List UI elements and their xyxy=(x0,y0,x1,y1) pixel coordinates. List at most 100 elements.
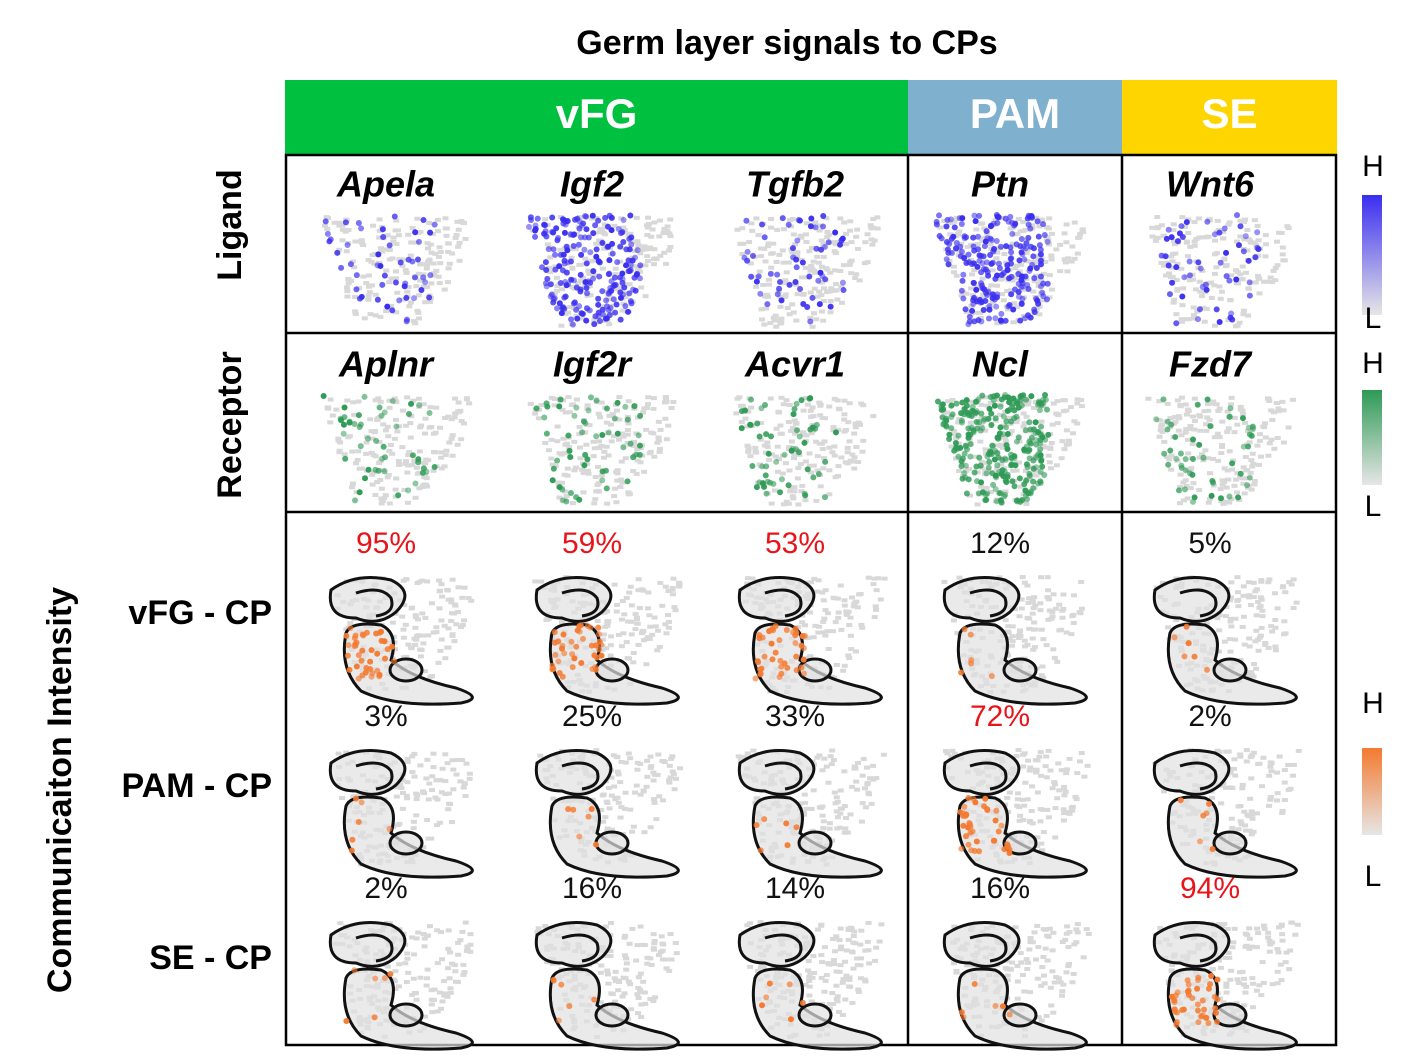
expr-dot xyxy=(1031,306,1038,313)
cell-dot xyxy=(618,644,625,649)
cell-dot xyxy=(853,234,860,239)
cell-dot xyxy=(816,400,823,405)
cell-dot xyxy=(451,602,458,607)
cell-dot xyxy=(455,244,462,249)
cell-dot xyxy=(1165,625,1172,630)
cell-dot xyxy=(640,629,647,634)
cell-dot xyxy=(964,244,971,249)
cell-dot xyxy=(656,234,663,239)
comm-dot xyxy=(576,623,583,630)
expr-dot xyxy=(809,294,816,301)
expr-dot xyxy=(381,272,388,279)
cell-dot xyxy=(430,468,437,473)
ligand-name: Igf2 xyxy=(560,164,624,205)
expr-dot xyxy=(952,439,959,446)
cell-dot xyxy=(978,402,985,407)
cell-dot xyxy=(651,257,658,262)
cell-dot xyxy=(562,311,569,316)
expr-dot xyxy=(993,212,1000,219)
expr-dot xyxy=(1181,274,1188,281)
cell-dot xyxy=(409,463,416,468)
expr-dot xyxy=(576,303,583,310)
expr-dot xyxy=(1037,273,1044,280)
cell-dot xyxy=(826,826,833,831)
cell-dot xyxy=(1242,828,1249,833)
comm-dot xyxy=(768,640,775,647)
cell-dot xyxy=(1239,277,1246,282)
cell-dot xyxy=(809,324,816,329)
region-outline xyxy=(1002,657,1038,683)
cell-dot xyxy=(392,417,399,422)
cell-dot xyxy=(1183,484,1190,489)
cell-dot xyxy=(1265,396,1272,401)
comm-dot xyxy=(559,645,566,652)
region-outline xyxy=(342,622,474,706)
cell-dot xyxy=(657,580,664,585)
expr-dot xyxy=(624,478,631,485)
expr-dot xyxy=(627,298,634,305)
region-outline xyxy=(1166,622,1298,706)
cell-dot xyxy=(988,283,995,288)
cell-dot xyxy=(795,466,802,471)
cell-dot xyxy=(569,265,576,270)
cell-dot xyxy=(414,471,421,476)
cell-dot xyxy=(1206,471,1213,476)
cell-dot xyxy=(1246,644,1253,649)
cell-dot xyxy=(809,267,816,272)
cell-dot xyxy=(634,760,641,765)
cell-dot xyxy=(436,820,443,825)
receptor-name: Igf2r xyxy=(553,344,633,385)
cell-dot xyxy=(842,460,849,465)
cell-dot xyxy=(1017,229,1024,234)
expr-dot xyxy=(1008,273,1015,280)
cell-dot xyxy=(1000,276,1007,281)
cell-dot xyxy=(953,215,960,220)
cell-dot xyxy=(762,294,769,299)
cell-dot xyxy=(1233,477,1240,482)
cell-dot xyxy=(1048,441,1055,446)
cell-dot xyxy=(413,997,420,1002)
cell-dot xyxy=(1237,752,1244,757)
cell-dot xyxy=(857,592,864,597)
cell-dot xyxy=(1161,439,1168,444)
expr-dot xyxy=(355,220,362,227)
cell-dot xyxy=(547,270,554,275)
cell-dot xyxy=(640,410,647,415)
receptor-plot xyxy=(1145,395,1296,506)
cell-dot xyxy=(1063,428,1070,433)
cell-dot xyxy=(395,459,402,464)
cell-dot xyxy=(817,413,824,418)
cell-dot xyxy=(826,821,833,826)
expr-dot xyxy=(948,402,955,409)
region-outline xyxy=(751,622,883,706)
cell-dot xyxy=(360,243,367,248)
cell-dot xyxy=(1037,773,1044,778)
cell-dot xyxy=(593,216,600,221)
comm-dot xyxy=(968,657,975,664)
cell-dot xyxy=(1063,771,1070,776)
expr-dot xyxy=(1042,392,1049,399)
cell-dot xyxy=(787,218,794,223)
expr-dot xyxy=(945,261,952,268)
cell-dot xyxy=(619,599,626,604)
expr-dot xyxy=(389,307,396,314)
cell-dot xyxy=(427,405,434,410)
expr-dot xyxy=(614,399,621,406)
cell-dot xyxy=(846,623,853,628)
cell-dot xyxy=(1279,808,1286,813)
cell-dot xyxy=(347,621,354,626)
comm-dot xyxy=(358,799,365,806)
cell-dot xyxy=(958,241,965,246)
cell-dot xyxy=(411,636,418,641)
cell-dot xyxy=(1066,811,1073,816)
expr-dot xyxy=(994,219,1001,226)
cell-dot xyxy=(808,431,815,436)
cell-dot xyxy=(777,304,784,309)
cell-dot xyxy=(571,439,578,444)
cell-dot xyxy=(738,403,745,408)
cell-dot xyxy=(439,594,446,599)
cell-dot xyxy=(1190,316,1197,321)
cell-dot xyxy=(1078,579,1085,584)
cell-dot xyxy=(1251,218,1258,223)
cell-dot xyxy=(413,465,420,470)
